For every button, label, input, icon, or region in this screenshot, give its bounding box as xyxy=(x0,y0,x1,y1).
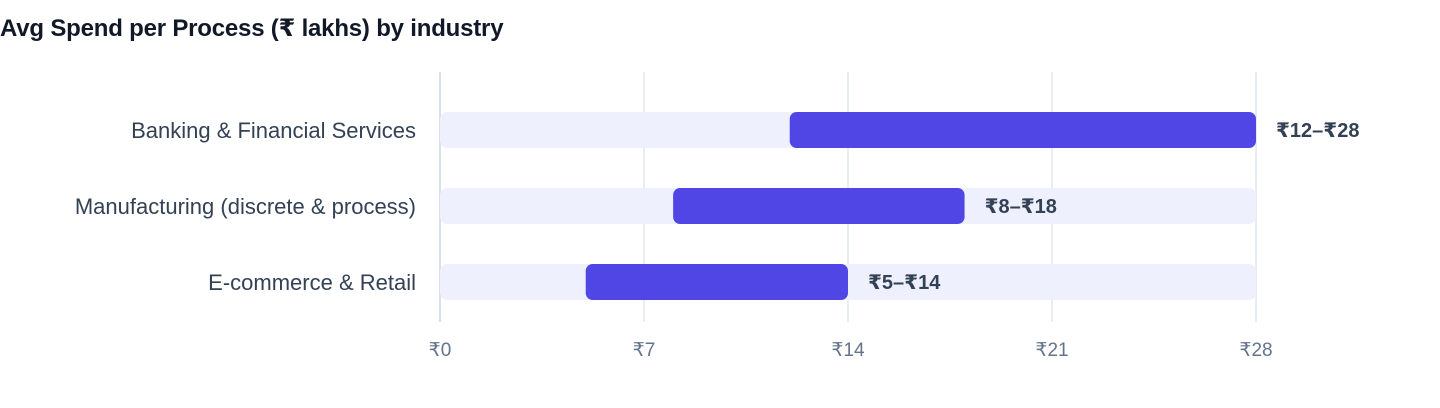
range-value-label: ₹12–₹28 xyxy=(1276,120,1359,142)
x-tick-label: ₹21 xyxy=(1035,340,1068,361)
range-bar xyxy=(673,188,965,224)
range-value-label: ₹8–₹18 xyxy=(985,196,1057,218)
range-value-label: ₹5–₹14 xyxy=(868,272,941,294)
x-tick-label: ₹7 xyxy=(633,340,656,361)
x-tick-label: ₹0 xyxy=(429,340,452,361)
category-label: E-commerce & Retail xyxy=(208,270,416,295)
x-tick-label: ₹28 xyxy=(1239,340,1272,361)
range-bar xyxy=(585,264,848,300)
range-bar xyxy=(789,112,1256,148)
category-label: Manufacturing (discrete & process) xyxy=(75,194,416,219)
x-tick-label: ₹14 xyxy=(831,340,865,361)
category-label: Banking & Financial Services xyxy=(131,118,416,143)
chart-title: Avg Spend per Process (₹ lakhs) by indus… xyxy=(0,15,504,42)
